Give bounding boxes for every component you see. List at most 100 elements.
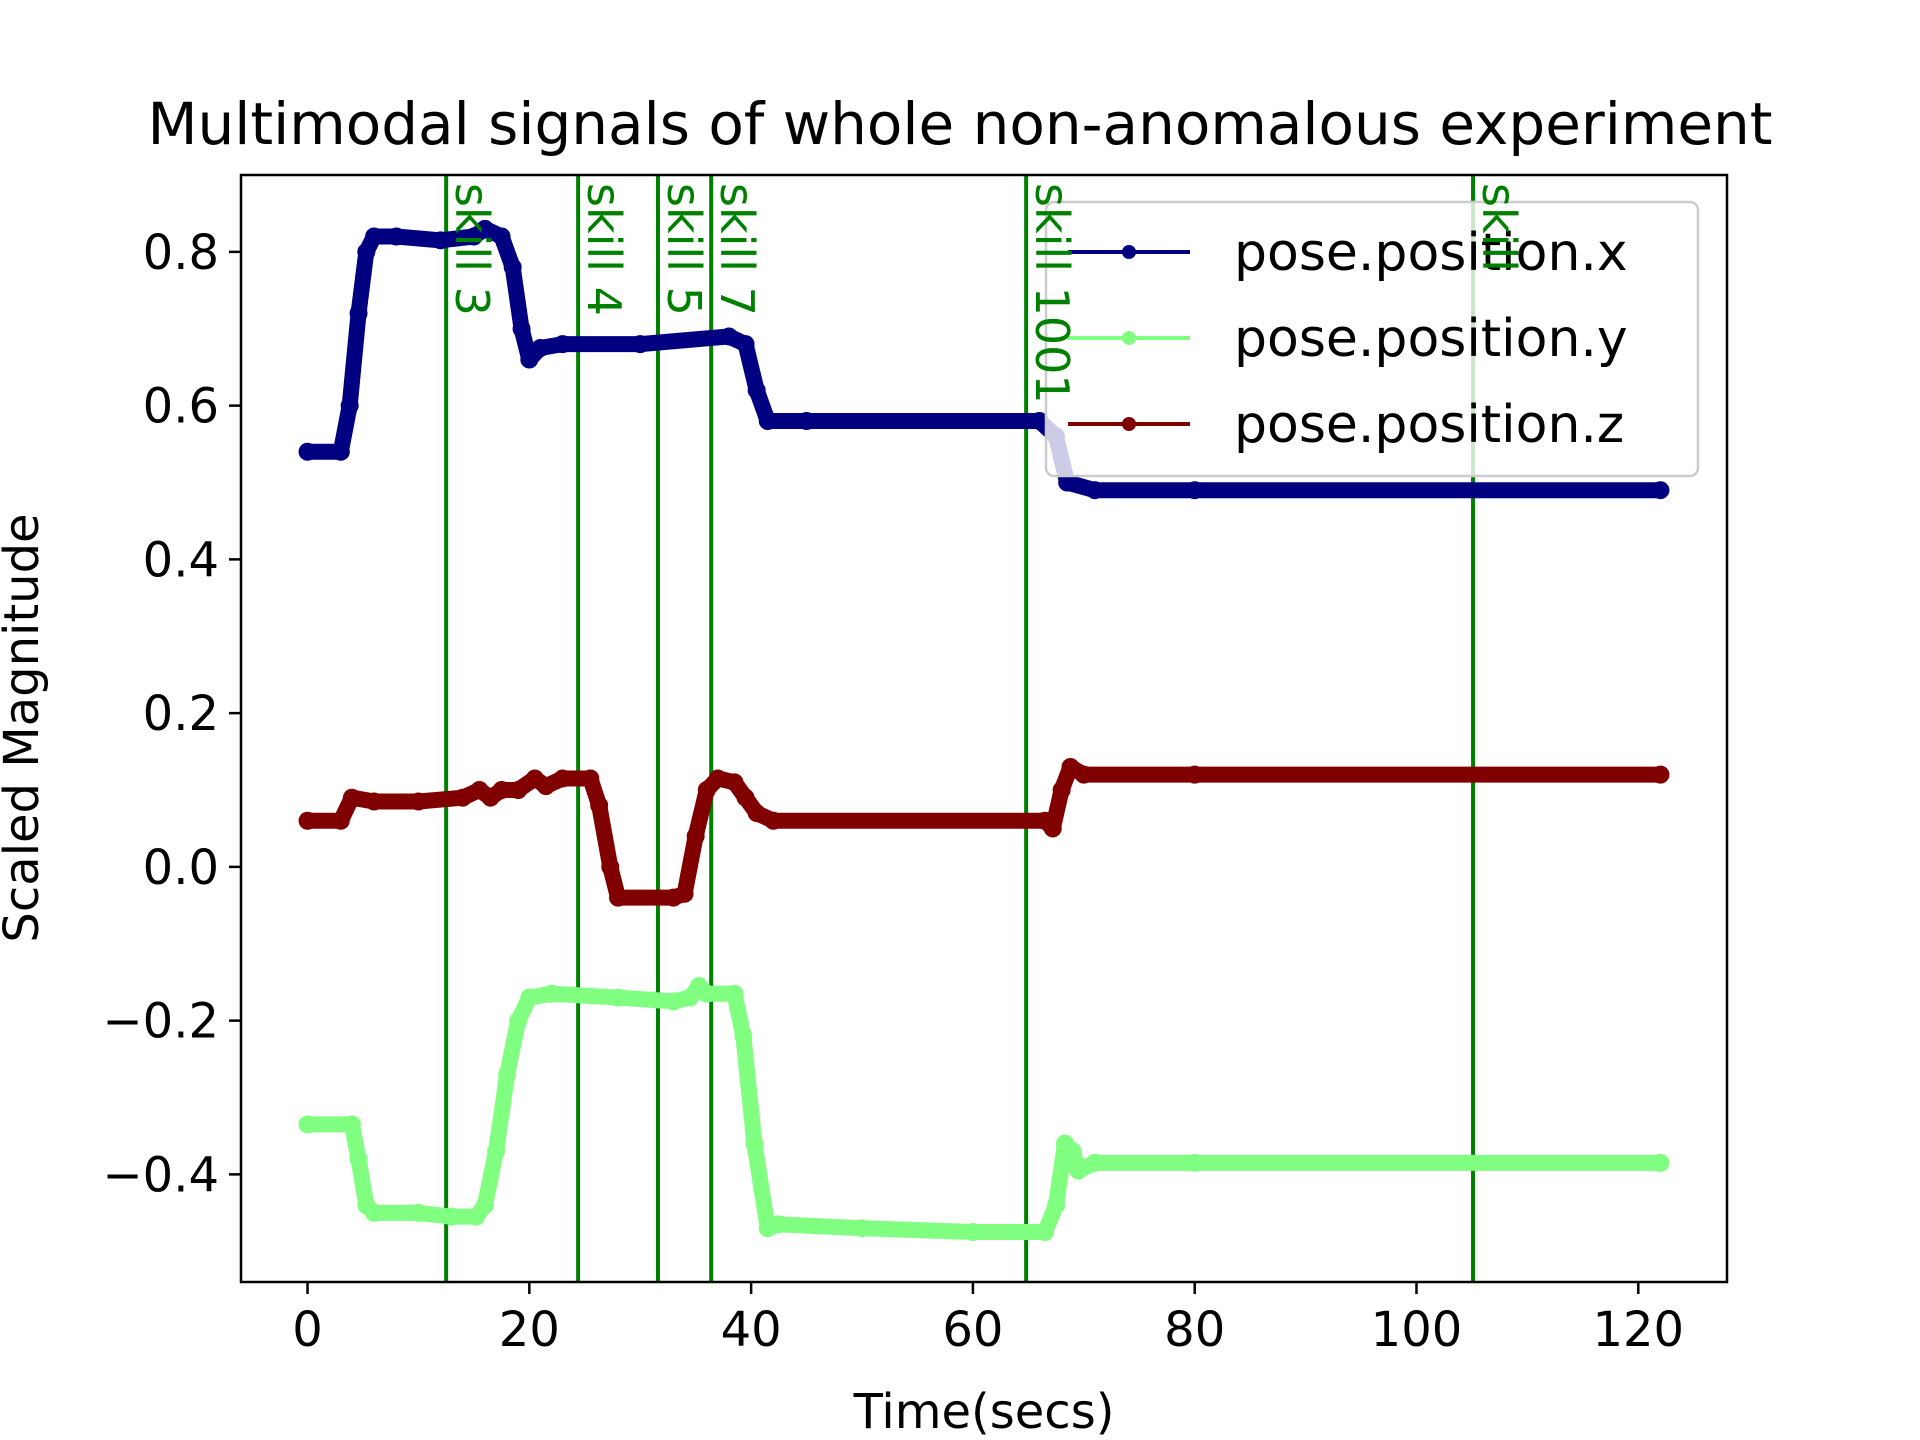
- data-point: [853, 1219, 872, 1238]
- legend: pose.position.x pose.position.y pose.posit…: [1044, 200, 1700, 478]
- data-point: [365, 792, 384, 811]
- data-point: [553, 769, 572, 788]
- legend-box: [1044, 200, 1700, 478]
- skill-marker-label: skill 4: [577, 183, 631, 316]
- data-point: [349, 1150, 368, 1168]
- data-point: [409, 792, 428, 811]
- data-point: [963, 1223, 982, 1242]
- data-point: [475, 219, 494, 238]
- x-axis: 0 20 40 60 80 100 120: [292, 1282, 1684, 1358]
- data-point: [542, 984, 561, 1003]
- data-point: [1058, 473, 1077, 492]
- data-point: [365, 1203, 384, 1222]
- data-point: [1061, 757, 1080, 776]
- data-point: [531, 338, 550, 357]
- y-axis-title: Scaled Magnitude: [0, 513, 50, 942]
- data-point: [442, 1207, 461, 1226]
- plot-frame: [239, 173, 1729, 1284]
- data-point: [1651, 481, 1670, 500]
- data-point: [349, 304, 368, 323]
- legend-item: pose.position.z: [1068, 395, 1624, 455]
- data-point: [357, 242, 376, 261]
- data-point: [512, 319, 531, 338]
- data-point: [536, 777, 555, 796]
- x-tick-label: 20: [499, 1302, 560, 1358]
- data-point: [1069, 1161, 1088, 1180]
- data-point: [475, 1196, 494, 1215]
- legend-item: pose.position.y: [1068, 309, 1628, 369]
- legend-swatch-marker: [1122, 331, 1136, 345]
- data-point: [797, 412, 816, 430]
- chart-title: Multimodal signals of whole non-anomalou…: [147, 90, 1772, 158]
- skill-marker-label: skill: [1472, 183, 1526, 272]
- data-point: [498, 1065, 517, 1084]
- data-point: [409, 1203, 428, 1222]
- data-point: [1030, 412, 1049, 430]
- skill-marker-label: skill 5: [657, 183, 711, 316]
- data-point: [431, 231, 450, 250]
- data-point: [601, 857, 620, 876]
- data-point: [553, 335, 572, 354]
- y-tick-label: 0.8: [143, 225, 219, 281]
- data-point: [736, 335, 755, 354]
- x-tick-label: 60: [942, 1302, 1003, 1358]
- data-point: [492, 227, 511, 246]
- data-point: [331, 811, 350, 830]
- data-point: [609, 988, 628, 1007]
- skill-marker-label: skill 7: [710, 183, 764, 316]
- legend-item: pose.position.x: [1068, 223, 1628, 283]
- data-point: [590, 796, 609, 815]
- data-point: [342, 788, 361, 807]
- data-point: [747, 804, 766, 823]
- data-point: [708, 769, 727, 788]
- data-point: [520, 350, 539, 369]
- skill-marker-label: skill 3: [445, 183, 499, 316]
- data-point: [298, 442, 317, 461]
- data-point: [758, 412, 777, 430]
- data-point: [1185, 481, 1204, 500]
- data-point: [1651, 765, 1670, 784]
- data-point: [736, 788, 755, 807]
- data-point: [1185, 1153, 1204, 1172]
- data-point: [747, 381, 766, 400]
- data-point: [725, 984, 744, 1003]
- y-tick-label: 0.0: [143, 840, 219, 896]
- data-point: [745, 1134, 764, 1153]
- y-tick-label: 0.2: [143, 686, 219, 742]
- data-point: [1185, 765, 1204, 784]
- data-point: [675, 884, 694, 903]
- x-tick-label: 0: [292, 1302, 323, 1358]
- data-point: [686, 827, 705, 846]
- data-point: [725, 773, 744, 792]
- data-point: [509, 1011, 528, 1030]
- data-point: [1043, 819, 1062, 838]
- data-point: [631, 335, 650, 354]
- y-tick-label: −0.4: [102, 1147, 219, 1203]
- data-point: [331, 442, 350, 461]
- legend-swatch-marker: [1122, 245, 1136, 259]
- x-tick-label: 40: [721, 1302, 782, 1358]
- data-point: [1074, 765, 1093, 784]
- data-point: [1085, 1153, 1104, 1172]
- data-point: [503, 258, 522, 277]
- legend-label: pose.position.z: [1234, 395, 1624, 455]
- data-point: [487, 1142, 506, 1161]
- data-point: [697, 781, 716, 799]
- data-point: [1052, 781, 1071, 799]
- plot-area: pose.position.x pose.position.y pose.posit…: [239, 173, 1729, 1284]
- data-point: [509, 781, 528, 799]
- data-point: [769, 1215, 788, 1234]
- y-tick-label: −0.2: [102, 994, 219, 1050]
- legend-label: pose.position.x: [1234, 223, 1628, 283]
- data-point: [298, 811, 317, 830]
- data-point: [340, 396, 359, 415]
- x-tick-label: 100: [1371, 1302, 1463, 1358]
- data-point: [697, 984, 716, 1003]
- data-point: [1035, 1223, 1054, 1242]
- y-tick-label: 0.4: [143, 532, 219, 588]
- y-tick-label: 0.6: [143, 379, 219, 435]
- data-point: [1047, 1196, 1066, 1215]
- x-tick-label: 80: [1164, 1302, 1225, 1358]
- data-point: [1651, 1153, 1670, 1172]
